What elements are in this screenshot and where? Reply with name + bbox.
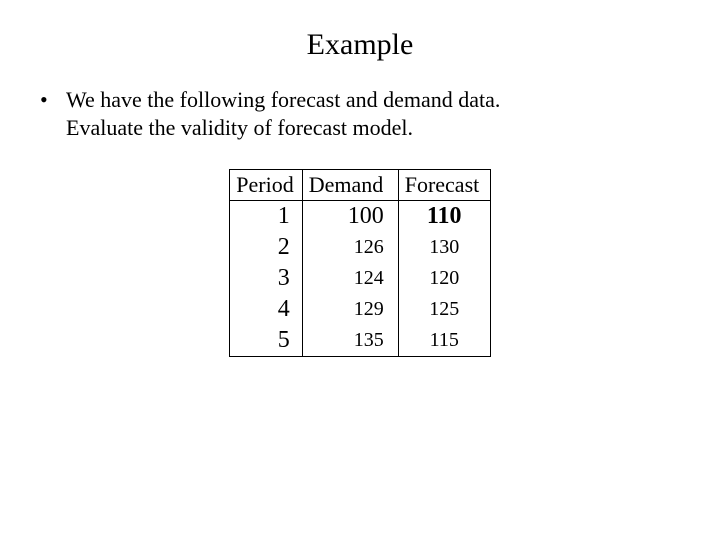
table-row: 5 135 115 [230,325,490,357]
cell-period: 2 [230,232,302,263]
table-row: 2 126 130 [230,232,490,263]
cell-period: 1 [230,201,302,233]
col-header-period: Period [230,170,302,201]
cell-demand: 126 [302,232,398,263]
bullet-glyph: • [40,86,66,114]
cell-forecast: 125 [398,294,490,325]
cell-forecast: 130 [398,232,490,263]
table-row: 4 129 125 [230,294,490,325]
table-row: 3 124 120 [230,263,490,294]
col-header-demand: Demand [302,170,398,201]
cell-demand: 129 [302,294,398,325]
cell-demand: 135 [302,325,398,357]
cell-period: 3 [230,263,302,294]
page-title: Example [0,0,720,86]
forecast-table: Period Demand Forecast 1 100 110 2 126 1… [229,169,490,357]
col-header-forecast: Forecast [398,170,490,201]
cell-demand: 124 [302,263,398,294]
bullet-paragraph: • We have the following forecast and dem… [0,86,720,141]
cell-demand: 100 [302,201,398,233]
bullet-line-2: Evaluate the validity of forecast model. [40,114,680,142]
table-row: 1 100 110 [230,201,490,233]
table-header-row: Period Demand Forecast [230,170,490,201]
cell-forecast: 110 [398,201,490,233]
cell-period: 4 [230,294,302,325]
cell-period: 5 [230,325,302,357]
cell-forecast: 115 [398,325,490,357]
bullet-line-1: We have the following forecast and deman… [66,86,500,114]
cell-forecast: 120 [398,263,490,294]
